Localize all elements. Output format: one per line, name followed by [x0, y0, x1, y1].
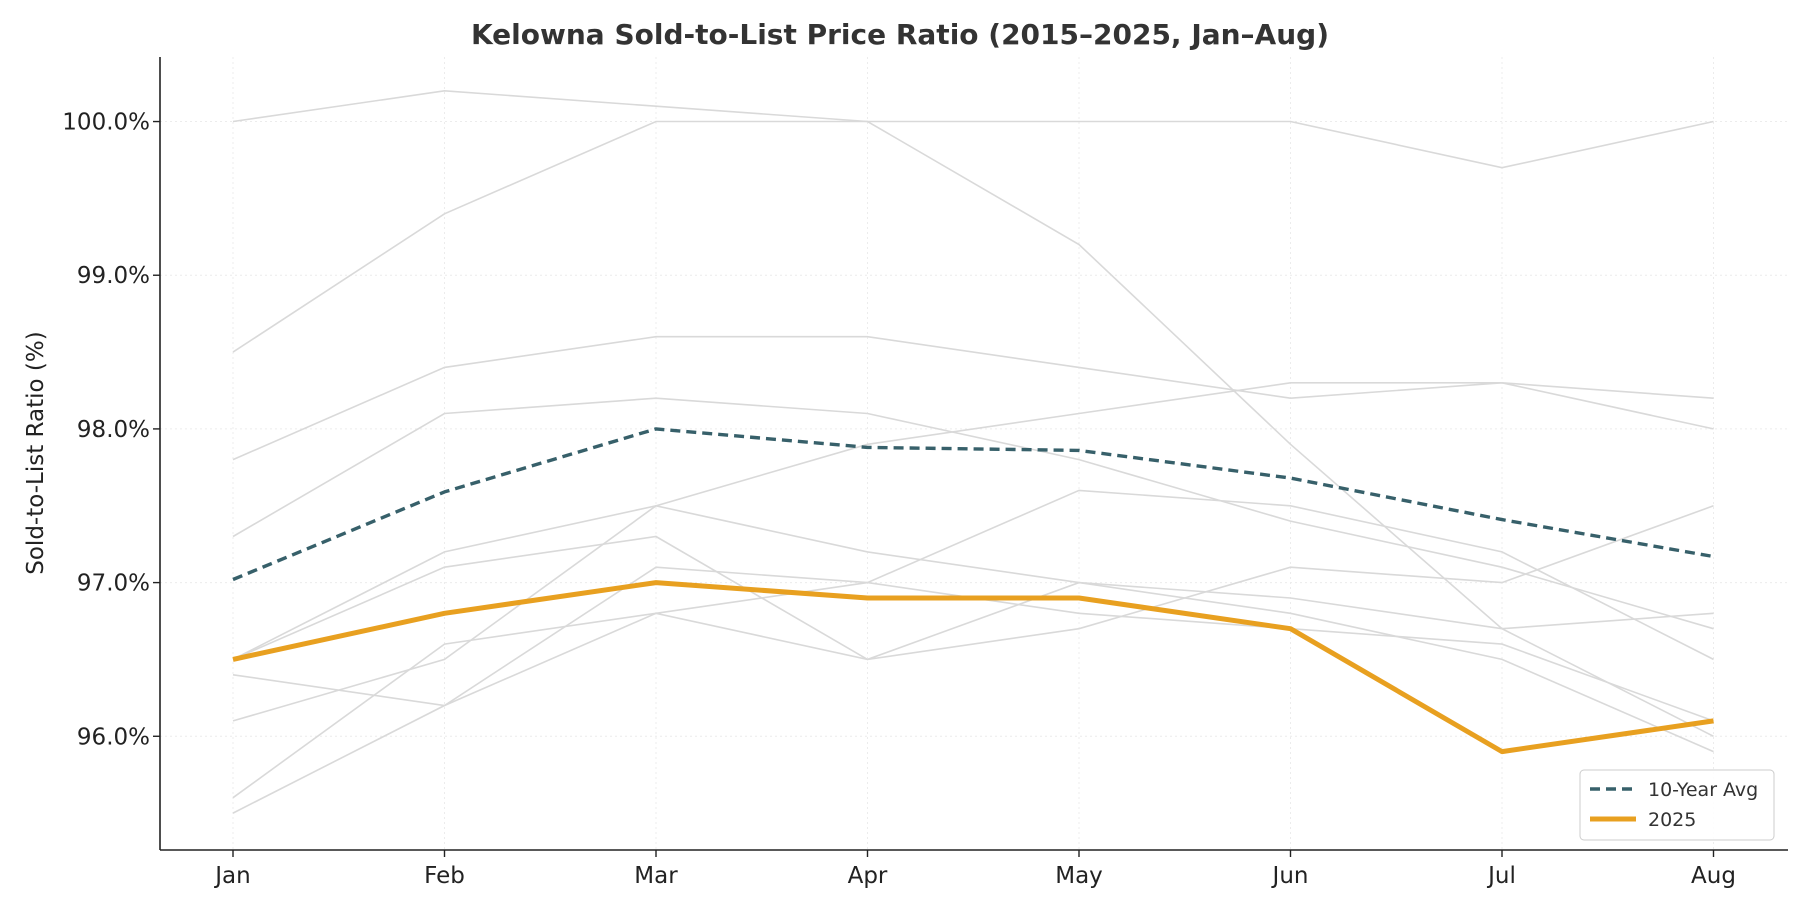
x-tick-label: May — [1055, 863, 1103, 889]
year-2025-line — [232, 580, 1714, 755]
highlight-series-lines — [232, 427, 1714, 755]
legend-label: 2025 — [1648, 809, 1696, 831]
background-series-line — [232, 505, 1714, 661]
background-series-line — [232, 489, 1714, 799]
x-tick-label: Jun — [1271, 863, 1309, 889]
y-tick-label: 98.0% — [77, 417, 150, 443]
x-tick-label: Jul — [1486, 863, 1516, 889]
background-series-line — [232, 504, 1714, 753]
background-series-line — [232, 397, 1714, 630]
y-axis-label: Sold-to-List Ratio (%) — [23, 331, 49, 574]
background-series-line — [232, 581, 1714, 707]
legend-label: 10-Year Avg — [1648, 779, 1758, 801]
background-series-line — [232, 566, 1714, 814]
y-tick-label: 100.0% — [62, 110, 150, 136]
grid-lines — [160, 57, 1788, 850]
chart-title: Kelowna Sold-to-List Price Ratio (2015–2… — [471, 18, 1329, 51]
x-tick-label: Mar — [634, 863, 678, 889]
x-tick-label: Feb — [424, 863, 465, 889]
x-axis-ticks: Jan Feb Mar Apr May Jun Jul Aug — [213, 850, 1736, 889]
background-series-line — [232, 120, 1714, 738]
x-tick-label: Jan — [213, 863, 250, 889]
y-axis-ticks: 96.0% 97.0% 98.0% 99.0% 100.0% — [62, 110, 160, 750]
x-tick-label: Aug — [1691, 863, 1736, 889]
y-tick-label: 97.0% — [77, 571, 150, 597]
y-tick-label: 96.0% — [77, 724, 150, 750]
background-series-line — [232, 89, 1714, 169]
y-tick-label: 99.0% — [77, 263, 150, 289]
background-series-line — [232, 335, 1714, 461]
axes — [159, 57, 1788, 851]
legend: 10-Year Avg 2025 — [1579, 769, 1775, 841]
ten-year-avg-line — [232, 427, 1714, 582]
x-tick-label: Apr — [848, 863, 888, 889]
background-series-lines — [232, 89, 1714, 814]
background-series-line — [232, 381, 1714, 722]
